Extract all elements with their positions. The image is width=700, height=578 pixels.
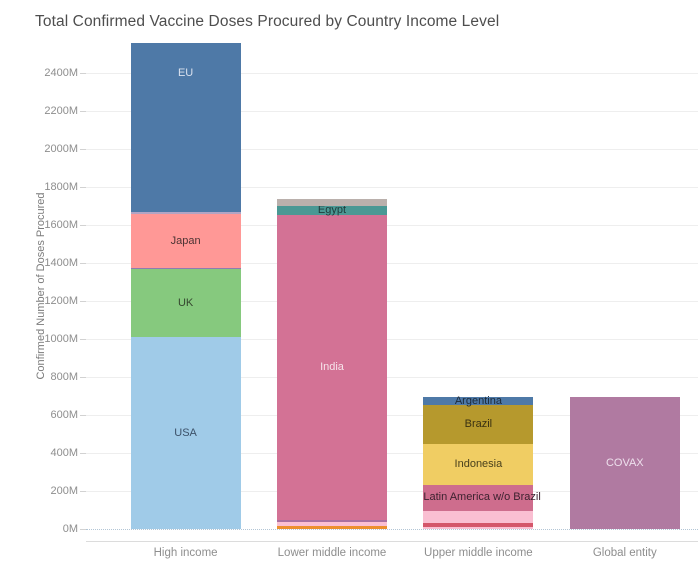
y-tick-label: 0M bbox=[62, 523, 78, 535]
gridline-400M bbox=[86, 452, 698, 454]
gridline-600M bbox=[86, 414, 698, 416]
chart-title: Total Confirmed Vaccine Doses Procured b… bbox=[35, 13, 500, 30]
y-tick-label: 1800M bbox=[44, 180, 78, 193]
gridline-1400M bbox=[86, 262, 698, 264]
segment-label: EU bbox=[177, 66, 194, 79]
bar-segment-unlabeled[interactable] bbox=[277, 199, 387, 207]
bar-segment-unlabeled[interactable] bbox=[277, 521, 387, 527]
bar-segment-unlabeled[interactable] bbox=[130, 212, 241, 215]
y-tickmark-1200M bbox=[80, 300, 86, 302]
x-axis-line bbox=[86, 541, 698, 542]
gridline-0M bbox=[86, 529, 698, 530]
segment-label: USA bbox=[174, 426, 197, 439]
bar-segment-unlabeled[interactable] bbox=[277, 520, 387, 522]
bar-segment-india[interactable]: India bbox=[277, 215, 387, 521]
y-tickmark-1600M bbox=[80, 224, 86, 226]
y-tickmark-2200M bbox=[80, 110, 86, 112]
gridline-2200M bbox=[86, 110, 698, 112]
gridline-2400M bbox=[86, 72, 698, 74]
y-tickmark-200M bbox=[80, 490, 86, 492]
y-tickmark-1800M bbox=[80, 186, 86, 188]
segment-label: Argentina bbox=[454, 394, 502, 407]
gridline-2000M bbox=[86, 148, 698, 150]
y-tickmark-2400M bbox=[80, 72, 86, 74]
y-tickmark-0M bbox=[80, 529, 86, 530]
gridline-1000M bbox=[86, 338, 698, 340]
bar-segment-unlabeled[interactable] bbox=[277, 526, 387, 530]
segment-label: Brazil bbox=[464, 418, 493, 430]
x-tick-label: Lower middle income bbox=[277, 547, 387, 559]
y-tick-label: 1000M bbox=[44, 332, 78, 345]
x-tick-label: High income bbox=[153, 547, 218, 559]
bar-segment-egypt[interactable]: Egypt bbox=[277, 204, 387, 216]
y-tickmark-1000M bbox=[80, 338, 86, 340]
y-tickmark-600M bbox=[80, 414, 86, 416]
y-tick-label: 2000M bbox=[44, 142, 78, 155]
y-tickmark-1400M bbox=[80, 262, 86, 264]
bar-segment-japan[interactable]: Japan bbox=[130, 214, 241, 269]
bar-segment-indonesia[interactable]: Indonesia bbox=[423, 443, 534, 485]
segment-label: Indonesia bbox=[454, 457, 503, 470]
segment-label: Japan bbox=[170, 234, 201, 247]
y-tick-label: 2200M bbox=[44, 104, 78, 117]
bar-segment-argentina[interactable]: Argentina bbox=[423, 394, 534, 407]
segment-label: Latin America w/o Brazil bbox=[423, 491, 541, 504]
y-tick-label: 1600M bbox=[44, 218, 78, 231]
bar-segment-covax[interactable]: COVAX bbox=[569, 396, 680, 530]
segment-label: India bbox=[320, 361, 344, 374]
x-tick-label: Upper middle income bbox=[424, 547, 533, 559]
bar-segment-latin-america-w-o-brazil[interactable]: Latin America w/o Brazil bbox=[423, 484, 541, 511]
gridline-1600M bbox=[86, 224, 698, 226]
gridline-1800M bbox=[86, 186, 698, 188]
y-tick-label: 2400M bbox=[44, 66, 78, 79]
y-tick-label: 800M bbox=[50, 370, 78, 383]
bar-segment-uk[interactable]: UK bbox=[130, 269, 241, 338]
y-tickmark-800M bbox=[80, 376, 86, 378]
y-tick-label: 1200M bbox=[44, 294, 78, 307]
bar-segment-usa[interactable]: USA bbox=[130, 337, 241, 530]
y-tickmark-400M bbox=[80, 452, 86, 454]
bar-segment-brazil[interactable]: Brazil bbox=[423, 405, 534, 444]
segment-label: UK bbox=[177, 296, 194, 309]
gridline-200M bbox=[86, 490, 698, 492]
y-tickmark-2000M bbox=[80, 148, 86, 150]
gridline-800M bbox=[86, 376, 698, 378]
y-tick-label: 400M bbox=[50, 446, 78, 459]
x-tick-label: Global entity bbox=[592, 547, 657, 559]
y-tick-label: 1400M bbox=[44, 256, 78, 269]
y-tick-label: 600M bbox=[50, 408, 78, 421]
bar-segment-unlabeled[interactable] bbox=[423, 510, 534, 524]
segment-label: COVAX bbox=[605, 456, 644, 469]
bar-segment-eu[interactable]: EU bbox=[130, 43, 241, 213]
bar-segment-unlabeled[interactable] bbox=[423, 526, 534, 530]
bar-segment-unlabeled[interactable] bbox=[423, 523, 534, 527]
bar-segment-unlabeled[interactable] bbox=[130, 268, 241, 270]
gridline-1200M bbox=[86, 300, 698, 302]
y-tick-label: 200M bbox=[50, 484, 78, 497]
